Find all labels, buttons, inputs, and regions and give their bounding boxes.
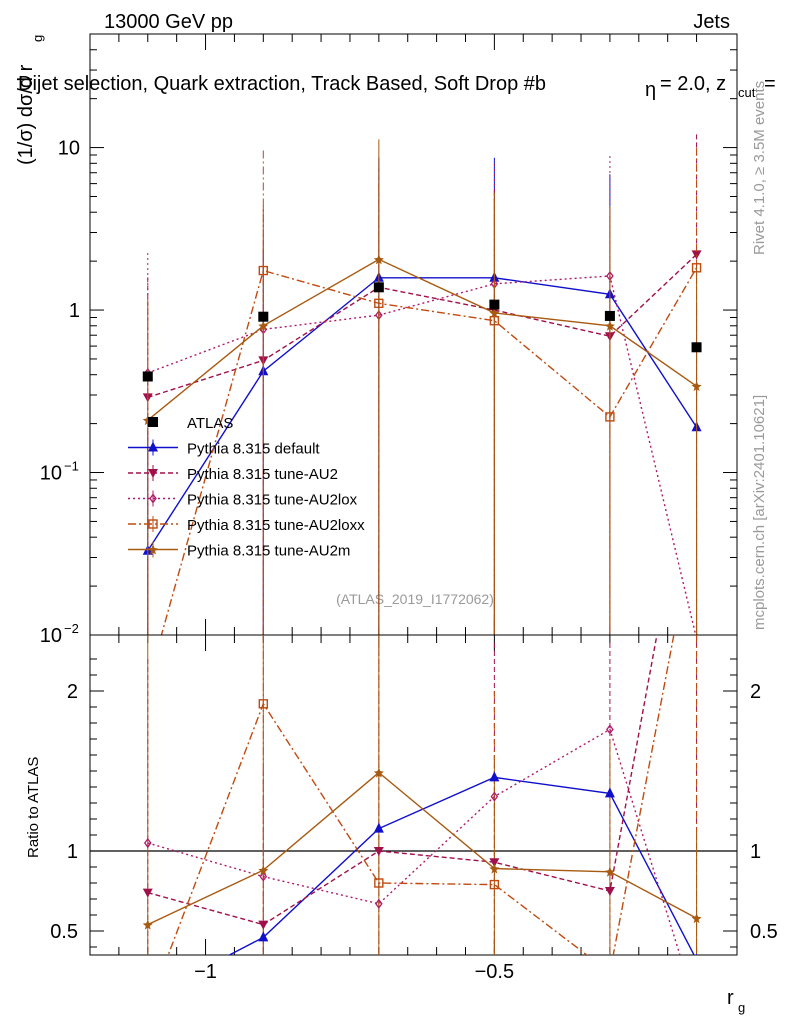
ratio-line-au2 — [147, 635, 658, 926]
xtick-label: −1 — [194, 961, 217, 983]
ratio-ytick-label: 2 — [67, 681, 78, 703]
ratio-point-au2m — [258, 865, 269, 876]
main-point-au2m — [604, 320, 615, 331]
ratio-line-au2m — [147, 771, 697, 926]
header-right: Jets — [693, 11, 730, 33]
ratio-frame-border — [89, 634, 738, 956]
ratio-point-default — [489, 771, 500, 782]
main-line-au2loxx — [160, 267, 698, 635]
ratio-ylabel: Ratio to ATLAS — [25, 757, 42, 858]
ratio-point-au2m — [489, 863, 500, 874]
ratio-point-default — [604, 787, 615, 798]
main-line-au2m — [147, 258, 697, 421]
ratio-point-au2loxx — [374, 878, 384, 888]
ratio-point-au2 — [142, 888, 153, 898]
ratio-point-au2 — [489, 858, 500, 868]
ratio-point-au2lox — [490, 791, 499, 802]
ratio-series-group — [142, 635, 702, 1013]
ratio-ytick-label: 0.5 — [50, 921, 78, 943]
ratio-point-au2m — [142, 919, 153, 930]
ratio-panel: 2 2 1 1 0.5 0.5 −1 −0.5 — [50, 634, 778, 1013]
plot-subtitle: Dijet selection, Quark extraction, Track… — [18, 73, 546, 95]
main-ytick-label: 10 — [40, 463, 62, 485]
main-line-default — [147, 277, 698, 552]
legend-label-au2m: Pythia 8.315 tune-AU2m — [187, 543, 350, 560]
xtick-label: −0.5 — [475, 961, 514, 983]
ratio-point-au2loxx — [606, 969, 614, 977]
main-point-atlas — [373, 282, 384, 293]
main-ytick-exponent: −2 — [64, 621, 79, 636]
ratio-point-au2m — [373, 767, 384, 778]
main-point-atlas — [604, 310, 615, 321]
xlabel: r — [727, 987, 734, 1009]
ratio-point-au2loxx — [258, 699, 269, 709]
main-point-au2m — [489, 307, 500, 318]
ratio-ytick-label-right: 2 — [750, 681, 761, 703]
legend-marker-au2 — [148, 469, 158, 478]
plot-subtitle-eta: η — [645, 79, 656, 101]
ratio-point-au2m — [604, 866, 615, 877]
legend-label-au2: Pythia 8.315 tune-AU2 — [187, 466, 338, 483]
ratio-point-au2 — [258, 920, 269, 930]
main-ytick-label: 1 — [69, 300, 80, 322]
ratio-point-au2lox — [375, 898, 383, 909]
legend-marker-au2m — [148, 544, 158, 555]
main-point-au2m — [142, 415, 153, 426]
ratio-line-default — [227, 776, 695, 955]
ratio-point-au2lox — [259, 871, 268, 882]
main-point-atlas — [142, 371, 153, 382]
main-point-au2m — [258, 320, 269, 331]
plot-subtitle-eq: = — [764, 73, 776, 95]
ratio-ytick-label-right: 1 — [750, 841, 761, 863]
rivet-label: Rivet 4.1.0, ≥ 3.5M events — [751, 81, 768, 255]
main-point-atlas — [258, 311, 269, 322]
main-point-atlas — [489, 299, 500, 310]
legend-marker-default — [148, 441, 158, 452]
legend-label-default: Pythia 8.315 default — [187, 441, 320, 458]
analysis-watermark: (ATLAS_2019_I1772062) — [336, 591, 494, 607]
legend-marker-au2loxx — [148, 519, 158, 529]
main-ytick-label: 10 — [58, 138, 80, 160]
mcplots-label: mcplots.cern.ch [arXiv:2401.10621] — [751, 395, 768, 630]
main-point-atlas — [691, 342, 702, 353]
ratio-point-au2loxx — [489, 879, 500, 890]
xlabel-sub: g — [738, 1000, 745, 1015]
main-line-au2 — [147, 253, 698, 399]
ratio-point-au2lox — [694, 1004, 700, 1012]
ratio-point-default — [695, 953, 698, 955]
main-ytick-label: 10 — [40, 625, 62, 647]
plot-subtitle-cut: cut — [738, 85, 756, 100]
legend-label-au2loxx: Pythia 8.315 tune-AU2loxx — [187, 517, 365, 534]
ratio-point-au2lox — [143, 837, 152, 849]
ratio-point-default — [143, 991, 153, 1001]
ratio-ytick-label-right: 0.5 — [750, 921, 778, 943]
ratio-line-au2loxx — [167, 635, 675, 955]
ratio-point-default — [258, 931, 269, 942]
ratio-point-au2m — [691, 913, 702, 924]
ratio-point-au2 — [373, 847, 384, 856]
legend-label-atlas: ATLAS — [187, 415, 233, 432]
legend: ATLAS Pythia 8.315 default Pythia 8.315 tu… — [128, 415, 365, 560]
ratio-point-au2lox — [606, 724, 614, 735]
legend-marker-au2lox — [149, 493, 157, 504]
ratio-line-au2lox — [147, 728, 681, 955]
header-left: 13000 GeV pp — [104, 11, 233, 33]
ratio-point-default — [373, 822, 384, 833]
main-point-au2m — [373, 254, 384, 265]
main-series-group — [142, 134, 702, 635]
main-point-au2m — [691, 381, 702, 392]
ratio-point-au2 — [604, 887, 615, 896]
ratio-point-au2loxx — [144, 1005, 152, 1013]
main-ytick-exponent: −1 — [64, 459, 79, 474]
ratio-ytick-label: 1 — [67, 841, 78, 863]
legend-marker-atlas — [148, 417, 158, 427]
main-ylabel: (1/σ) dσ/d r — [15, 64, 37, 165]
main-ylabel-sub: g — [30, 35, 45, 42]
plot-subtitle-tail: = 2.0, z — [660, 73, 726, 95]
legend-label-au2lox: Pythia 8.315 tune-AU2lox — [187, 492, 358, 509]
